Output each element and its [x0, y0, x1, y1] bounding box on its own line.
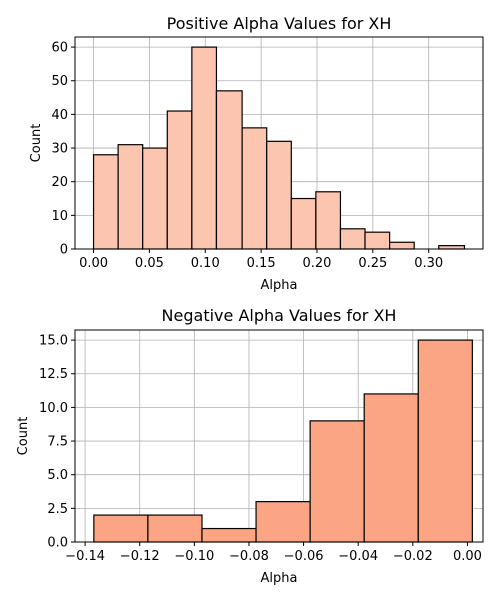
y-tick-label: 2.5: [47, 502, 68, 517]
histogram-bar: [315, 191, 342, 250]
y-tick-label: 12.5: [39, 367, 68, 382]
y-axis-label: Count: [16, 417, 31, 456]
axes-frame: [74, 36, 484, 250]
x-tick-label: 0.15: [247, 256, 276, 271]
y-tick-label: 10.0: [39, 401, 68, 416]
histogram-bar: [215, 90, 243, 250]
y-tick-label: 5.0: [47, 468, 68, 483]
y-tick-label: 15.0: [39, 334, 68, 349]
x-tick-label: −0.04: [338, 549, 378, 564]
x-tick-label: 0.10: [191, 256, 220, 271]
histogram-bar: [290, 197, 317, 250]
histogram-bar: [142, 147, 168, 250]
x-tick-label: −0.06: [284, 549, 324, 564]
y-axis-label: Count: [29, 124, 44, 163]
histogram-bar: [117, 144, 144, 250]
y-tick-label: 30: [51, 142, 68, 157]
x-axis-label: Alpha: [261, 278, 298, 293]
x-tick-label: −0.02: [393, 549, 433, 564]
histogram-bar: [147, 514, 203, 543]
histogram-bar: [92, 154, 119, 250]
y-tick-label: 10: [51, 209, 68, 224]
histogram-bar: [255, 501, 311, 543]
histogram-bar: [166, 110, 193, 250]
chart-title: Positive Alpha Values for XH: [167, 14, 392, 33]
histogram-bar: [389, 241, 415, 250]
histogram-bar: [93, 514, 149, 543]
y-tick-label: 20: [51, 175, 68, 190]
x-tick-label: 0.30: [414, 256, 443, 271]
histogram-bar: [309, 420, 365, 543]
y-tick-label: 60: [51, 41, 68, 56]
axes-frame: [74, 329, 484, 543]
chart-title: Negative Alpha Values for XH: [162, 306, 397, 325]
x-tick-label: 0.00: [79, 256, 108, 271]
y-tick-label: 0.0: [47, 536, 68, 551]
x-axis-label: Alpha: [261, 571, 298, 586]
histogram-bar: [191, 46, 218, 250]
y-tick-label: 40: [51, 108, 68, 123]
histogram-bar: [241, 127, 268, 250]
x-tick-label: −0.14: [65, 549, 105, 564]
histogram-bar: [339, 228, 366, 250]
histogram-bar: [201, 527, 257, 543]
x-tick-label: 0.05: [135, 256, 164, 271]
x-tick-label: −0.08: [229, 549, 269, 564]
negative-alpha-histogram: −0.14 −0.12 −0.10 −0.08 −0.06 −0.04 −0.02 0.00 0…: [16, 306, 484, 586]
x-tick-label: 0.20: [303, 256, 332, 271]
x-tick-label: 0.25: [358, 256, 387, 271]
histogram-bar: [266, 140, 292, 250]
x-tick-label: −0.12: [120, 549, 160, 564]
x-tick-label: −0.10: [174, 549, 214, 564]
histogram-bar: [438, 245, 466, 250]
histogram-bar: [363, 393, 419, 543]
y-tick-label: 50: [51, 74, 68, 89]
histogram-bar: [417, 339, 473, 543]
y-tick-label: 0: [60, 243, 68, 258]
histogram-bar: [364, 231, 391, 250]
y-tick-label: 7.5: [47, 435, 68, 450]
x-tick-label: 0.00: [453, 549, 482, 564]
positive-alpha-histogram: 0.00 0.05 0.10 0.15 0.20 0.25 0.30 0 10 20 30 40 50 6…: [29, 14, 484, 293]
